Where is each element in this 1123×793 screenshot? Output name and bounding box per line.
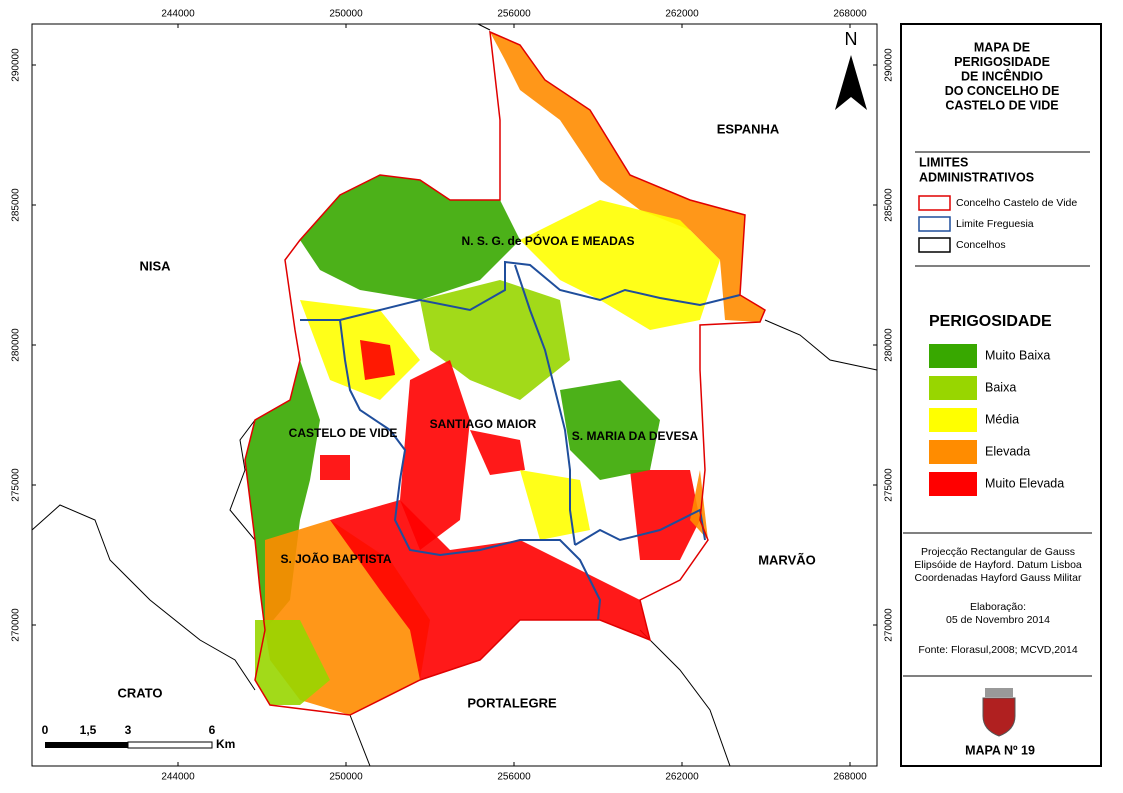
hazard-label: Elevada bbox=[985, 444, 1030, 458]
x-coord-label: 250000 bbox=[329, 772, 363, 783]
scale-label: 3 bbox=[125, 723, 132, 737]
source-text: Fonte: Florasul,2008; MCVD,2014 bbox=[918, 644, 1077, 656]
limit-swatch bbox=[918, 216, 951, 232]
limits-title: ADMINISTRATIVOS bbox=[919, 170, 1034, 184]
hazard-swatch bbox=[929, 376, 977, 400]
freguesia-border bbox=[514, 264, 576, 546]
y-coord-label: 275000 bbox=[884, 468, 895, 502]
limit-swatch bbox=[918, 237, 951, 253]
x-coord-label: 268000 bbox=[833, 772, 867, 783]
border bbox=[639, 629, 731, 767]
y-coord-label: 285000 bbox=[11, 188, 22, 222]
hazard-swatch bbox=[929, 440, 977, 464]
y-coord-label: 280000 bbox=[11, 328, 22, 362]
scale-label: 1,5 bbox=[80, 723, 97, 737]
hazard-patch bbox=[690, 470, 708, 540]
x-coord-label: 268000 bbox=[833, 9, 867, 20]
border bbox=[477, 23, 491, 31]
scale-bar-black bbox=[45, 742, 128, 748]
neighbour-label: ESPANHA bbox=[717, 121, 780, 136]
freguesia-border bbox=[300, 260, 741, 321]
neighbour-label: MARVÃO bbox=[758, 552, 816, 567]
hazard-label: Muito Baixa bbox=[985, 348, 1050, 362]
neighbour-label: CRATO bbox=[117, 685, 162, 700]
hazard-patch bbox=[630, 470, 700, 560]
border bbox=[229, 419, 256, 541]
projection-text: Coordenadas Hayford Gauss Militar bbox=[915, 572, 1082, 584]
hazard-title: PERIGOSIDADE bbox=[929, 313, 1052, 330]
parish-label: SANTIAGO MAIOR bbox=[430, 417, 537, 431]
limits-title: LIMITES bbox=[919, 155, 968, 169]
concelho bbox=[244, 30, 766, 716]
parish-label: CASTELO DE VIDE bbox=[289, 426, 398, 440]
map-title: PERIGOSIDADE bbox=[954, 55, 1050, 69]
x-coord-label: 244000 bbox=[161, 9, 195, 20]
hazard-patch bbox=[400, 360, 470, 550]
map-area bbox=[31, 23, 878, 767]
map-title: CASTELO DE VIDE bbox=[945, 98, 1058, 112]
parish-label: S. MARIA DA DEVESA bbox=[572, 429, 699, 443]
limit-label: Concelho Castelo de Vide bbox=[956, 197, 1077, 209]
limit-swatch bbox=[918, 195, 951, 211]
hazard-patch bbox=[490, 32, 765, 322]
x-coord-label: 256000 bbox=[497, 772, 531, 783]
scale-bar-white bbox=[127, 741, 213, 749]
north-arrow-shape bbox=[835, 55, 867, 110]
hazard-patch bbox=[470, 430, 525, 475]
y-coord-label: 280000 bbox=[884, 328, 895, 362]
hazard-swatch bbox=[929, 472, 977, 496]
parish-label: N. S. G. de PÓVOA E MEADAS bbox=[462, 233, 635, 248]
x-coord-label: 262000 bbox=[665, 9, 699, 20]
hazard-patch bbox=[330, 500, 650, 680]
hazard-patch bbox=[245, 360, 320, 630]
projection-text: Projecção Rectangular de Gauss bbox=[921, 546, 1075, 558]
hazard-label: Média bbox=[985, 412, 1019, 426]
x-coord-label: 244000 bbox=[161, 772, 195, 783]
y-coord-label: 270000 bbox=[884, 608, 895, 642]
map-title: DO CONCELHO DE bbox=[945, 84, 1060, 98]
y-coord-label: 275000 bbox=[11, 468, 22, 502]
border bbox=[764, 319, 878, 371]
hazard-swatch bbox=[929, 408, 977, 432]
y-coord-label: 290000 bbox=[11, 48, 22, 82]
x-coord-label: 256000 bbox=[497, 9, 531, 20]
scale-label: 6 bbox=[209, 723, 216, 737]
map-number: MAPA Nº 19 bbox=[965, 743, 1035, 757]
hazard-patch bbox=[420, 280, 570, 400]
scale-unit: Km bbox=[216, 737, 235, 751]
border bbox=[31, 504, 256, 691]
hazard-patch bbox=[320, 455, 350, 480]
elaboration-text: 05 de Novembro 2014 bbox=[946, 614, 1050, 626]
y-coord-label: 290000 bbox=[884, 48, 895, 82]
map-title: MAPA DE bbox=[974, 40, 1030, 54]
coat-of-arms bbox=[982, 697, 1016, 737]
border bbox=[349, 714, 371, 767]
map-title: DE INCÊNDIO bbox=[961, 68, 1043, 83]
hazard-label: Baixa bbox=[985, 380, 1016, 394]
x-coord-label: 262000 bbox=[665, 772, 699, 783]
y-coord-label: 285000 bbox=[884, 188, 895, 222]
hazard-patch bbox=[520, 200, 720, 330]
limit-label: Limite Freguesia bbox=[956, 218, 1034, 230]
neighbour-label: NISA bbox=[139, 258, 171, 273]
scale-label: 0 bbox=[42, 723, 49, 737]
parish-label: S. JOÃO BAPTISTA bbox=[280, 551, 391, 566]
y-coord-label: 270000 bbox=[11, 608, 22, 642]
hazard-patch bbox=[560, 380, 660, 480]
hazard-swatch bbox=[929, 344, 977, 368]
coat-crown bbox=[985, 688, 1013, 697]
north-arrow: N bbox=[835, 29, 867, 110]
hazard-patch bbox=[255, 620, 330, 705]
x-coord-label: 250000 bbox=[329, 9, 363, 20]
limit-label: Concelhos bbox=[956, 239, 1006, 251]
north-label: N bbox=[845, 29, 858, 49]
hazard-label: Muito Elevada bbox=[985, 476, 1064, 490]
neighbour-label: PORTALEGRE bbox=[467, 695, 557, 710]
elaboration-text: Elaboração: bbox=[970, 601, 1026, 613]
hazard-patch bbox=[300, 175, 520, 300]
hazard-patch bbox=[360, 340, 395, 380]
freguesia-border bbox=[339, 319, 602, 621]
projection-text: Elipsóide de Hayford. Datum Lisboa bbox=[914, 559, 1082, 571]
